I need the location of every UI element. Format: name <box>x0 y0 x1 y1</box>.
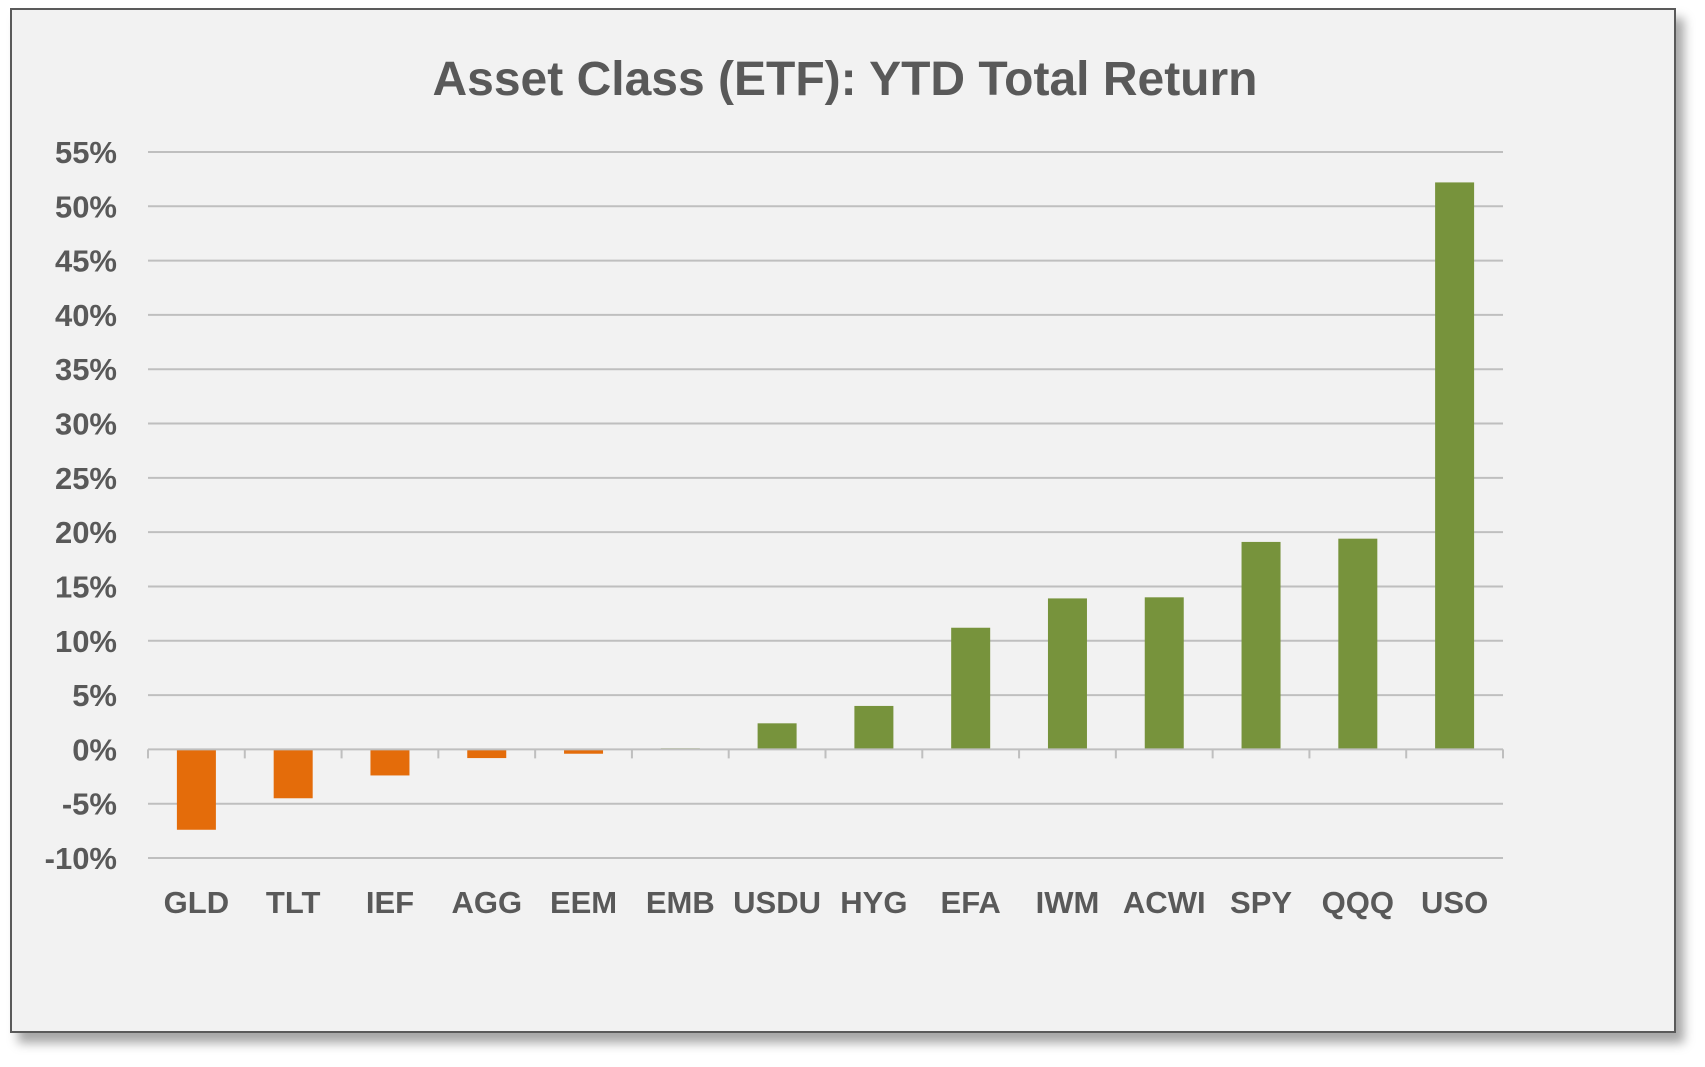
x-tick-label: ACWI <box>1123 885 1206 920</box>
y-tick-label: 5% <box>72 678 117 713</box>
x-axis: GLD TLT IEF AGG EEM EMB USDU HYG EFA IWM ACWI SPY QQ… <box>147 748 1504 920</box>
bar-agg <box>467 749 507 759</box>
x-tick-label: EMB <box>646 885 715 920</box>
bar-tlt <box>273 749 313 799</box>
y-tick-label: 35% <box>55 352 117 387</box>
bar-gld <box>176 749 216 830</box>
y-tick-label: 30% <box>55 407 117 442</box>
bar-hyg <box>854 705 894 750</box>
chart-title: Asset Class (ETF): YTD Total Return <box>432 53 1258 106</box>
bar-uso <box>1435 182 1475 750</box>
y-tick-label: -10% <box>45 841 117 876</box>
x-tick-label: EEM <box>550 885 617 920</box>
x-tick-label: IEF <box>366 885 414 920</box>
y-tick-label: 15% <box>55 569 117 604</box>
bar-eem <box>564 749 604 754</box>
y-tick-label: 10% <box>55 624 117 659</box>
y-tick-label: -5% <box>62 787 117 822</box>
x-tick-label: USDU <box>733 885 821 920</box>
bar-chart: 55% 50% 45% 40% 35% 30% 25% 20% 15% 10% 5% 0% -5% -10… <box>45 135 1504 920</box>
bar-qqq <box>1338 538 1378 750</box>
x-tick-label: IWM <box>1036 885 1100 920</box>
chart-frame: Asset Class (ETF): YTD Total Return 55% 5… <box>10 8 1676 1033</box>
x-tick-label: HYG <box>840 885 907 920</box>
x-tick-label: EFA <box>941 885 1001 920</box>
y-tick-label: 45% <box>55 244 117 279</box>
y-tick-label: 25% <box>55 461 117 496</box>
y-axis-labels: 55% 50% 45% 40% 35% 30% 25% 20% 15% 10% 5% 0% -5% -10… <box>45 135 117 876</box>
bar-acwi <box>1144 597 1184 750</box>
y-tick-label: 40% <box>55 298 117 333</box>
y-tick-label: 50% <box>55 189 117 224</box>
y-tick-label: 20% <box>55 515 117 550</box>
y-tick-label: 55% <box>55 135 117 170</box>
bar-spy <box>1241 541 1281 750</box>
bar-iwm <box>1047 598 1087 750</box>
bar-efa <box>951 627 991 750</box>
y-tick-label: 0% <box>72 732 117 767</box>
bars <box>176 182 1475 830</box>
x-tick-label: GLD <box>164 885 229 920</box>
x-tick-label: USO <box>1421 885 1488 920</box>
bar-ief <box>370 749 410 776</box>
x-tick-label: TLT <box>266 885 321 920</box>
x-tick-label: QQQ <box>1322 885 1394 920</box>
x-tick-label: SPY <box>1230 885 1292 920</box>
x-tick-label: AGG <box>451 885 522 920</box>
bar-usdu <box>757 723 797 750</box>
